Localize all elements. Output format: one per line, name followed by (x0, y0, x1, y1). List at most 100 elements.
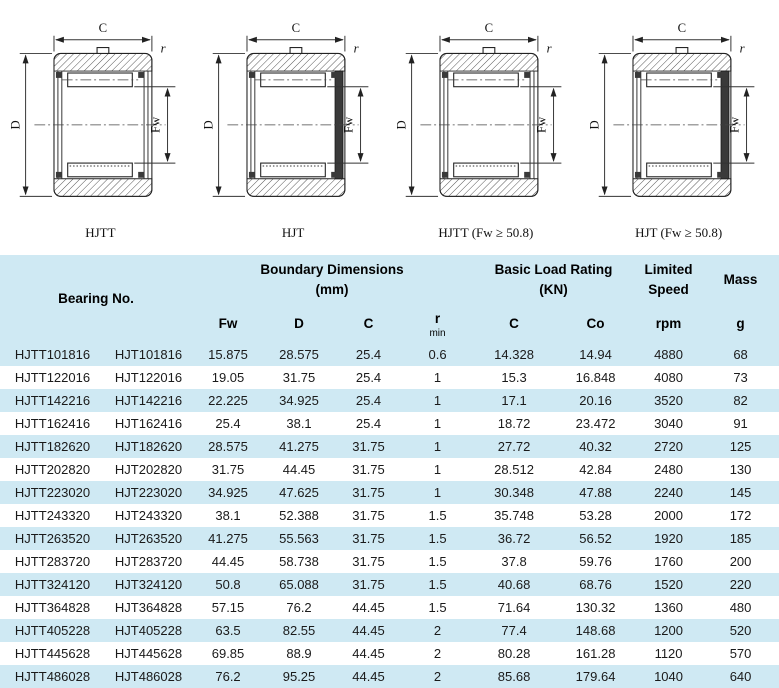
cell-d: 95.25 (264, 665, 335, 688)
bearing-diagram: C r D (582, 16, 775, 241)
diagram-caption: HJT (Fw ≥ 50.8) (635, 225, 723, 240)
cell-hjtt-no: HJTT182620 (0, 435, 105, 458)
cell-c-load: 36.72 (472, 527, 557, 550)
cell-fw: 28.575 (192, 435, 265, 458)
bearing-diagram: C r D (197, 16, 390, 241)
bearing-body (420, 47, 552, 197)
sub-header-d: D (264, 305, 335, 343)
table-row: HJTT202820 HJT202820 31.75 44.45 31.75 1 28.51… (0, 458, 779, 481)
cell-hjtt-no: HJTT202820 (0, 458, 105, 481)
cell-r-min: 1 (403, 435, 473, 458)
cell-c-load: 28.512 (472, 458, 557, 481)
table-row: HJTT122016 HJT122016 19.05 31.75 25.4 1 15.3 16… (0, 366, 779, 389)
dimension-d: D (9, 52, 53, 197)
col-header-boundary-dimensions: Boundary Dimensions (mm) (192, 255, 473, 305)
cell-r-min: 1 (403, 412, 473, 435)
cell-hjtt-no: HJTT243320 (0, 504, 105, 527)
sub-header-co: Co (556, 305, 636, 343)
cell-rpm: 4880 (635, 343, 703, 366)
cell-c-load: 71.64 (472, 596, 557, 619)
cell-rpm: 1200 (635, 619, 703, 642)
cell-c-load: 18.72 (472, 412, 557, 435)
sub-header-r-min: r min (403, 305, 473, 343)
cell-rpm: 1360 (635, 596, 703, 619)
cell-c-load: 27.72 (472, 435, 557, 458)
sub-header-fw: Fw (192, 305, 265, 343)
cell-mass-g: 220 (702, 573, 779, 596)
cell-co: 20.16 (556, 389, 636, 412)
cell-c: 25.4 (334, 389, 404, 412)
table-row: HJTT364828 HJT364828 57.15 76.2 44.45 1.5 71.6… (0, 596, 779, 619)
cell-d: 34.925 (264, 389, 335, 412)
dim-label-r: r (161, 41, 166, 55)
cell-fw: 15.875 (192, 343, 265, 366)
table-body: HJTT101816 HJT101816 15.875 28.575 25.4 0.6 14… (0, 343, 779, 688)
cell-co: 47.88 (556, 481, 636, 504)
cell-fw: 34.925 (192, 481, 265, 504)
table-row: HJTT324120 HJT324120 50.8 65.088 31.75 1.5 40.… (0, 573, 779, 596)
cell-co: 14.94 (556, 343, 636, 366)
cell-c-load: 17.1 (472, 389, 557, 412)
cell-rpm: 3040 (635, 412, 703, 435)
table-row: HJTT486028 HJT486028 76.2 95.25 44.45 2 85.68 1… (0, 665, 779, 688)
cell-c-load: 40.68 (472, 573, 557, 596)
cell-r-min: 1 (403, 366, 473, 389)
bearing-diagram: C r D (4, 16, 197, 241)
bearing-diagram: C r D (390, 16, 583, 241)
bearing-cross-section-drawing: C r D (9, 21, 176, 197)
cell-r-min: 2 (403, 665, 473, 688)
dim-label-c: C (292, 21, 300, 35)
cell-co: 130.32 (556, 596, 636, 619)
sub-header-c-load: C (472, 305, 557, 343)
cell-hjtt-no: HJTT486028 (0, 665, 105, 688)
dimension-c: C (246, 21, 346, 52)
cell-d: 76.2 (264, 596, 335, 619)
cell-mass-g: 130 (702, 458, 779, 481)
cell-fw: 31.75 (192, 458, 265, 481)
cell-c: 25.4 (334, 343, 404, 366)
boundary-dimensions-line2: (mm) (315, 282, 349, 297)
cell-d: 31.75 (264, 366, 335, 389)
cell-c-load: 80.28 (472, 642, 557, 665)
cell-mass-g: 640 (702, 665, 779, 688)
cell-r-min: 0.6 (403, 343, 473, 366)
cell-mass-g: 145 (702, 481, 779, 504)
dim-label-r: r (739, 41, 744, 55)
cell-d: 55.563 (264, 527, 335, 550)
cell-hjt-no: HJT486028 (105, 665, 193, 688)
table-row: HJTT263520 HJT263520 41.275 55.563 31.75 1.5 3… (0, 527, 779, 550)
dim-label-d: D (587, 120, 601, 129)
dim-label-r: r (354, 41, 359, 55)
cell-hjtt-no: HJTT101816 (0, 343, 105, 366)
cell-c-load: 35.748 (472, 504, 557, 527)
cell-c-load: 85.68 (472, 665, 557, 688)
cell-d: 88.9 (264, 642, 335, 665)
cell-hjt-no: HJT223020 (105, 481, 193, 504)
cell-r-min: 2 (403, 642, 473, 665)
cell-r-min: 1.5 (403, 596, 473, 619)
cell-r-min: 1 (403, 389, 473, 412)
dim-label-c: C (99, 21, 107, 35)
limited-speed-line1: Limited (644, 262, 693, 278)
table-row: HJTT101816 HJT101816 15.875 28.575 25.4 0.6 14… (0, 343, 779, 366)
cell-r-min: 1.5 (403, 527, 473, 550)
cell-r-min: 1 (403, 481, 473, 504)
cell-hjtt-no: HJTT445628 (0, 642, 105, 665)
cell-mass-g: 200 (702, 550, 779, 573)
cell-fw: 41.275 (192, 527, 265, 550)
cell-hjtt-no: HJTT223020 (0, 481, 105, 504)
table-row: HJTT223020 HJT223020 34.925 47.625 31.75 1 30.… (0, 481, 779, 504)
cell-c: 44.45 (334, 596, 404, 619)
dim-label-c: C (485, 21, 493, 35)
cell-fw: 76.2 (192, 665, 265, 688)
cell-fw: 25.4 (192, 412, 265, 435)
cell-c-load: 77.4 (472, 619, 557, 642)
cell-c: 31.75 (334, 504, 404, 527)
cell-hjt-no: HJT243320 (105, 504, 193, 527)
cell-d: 47.625 (264, 481, 335, 504)
diagram-caption: HJTT (85, 225, 116, 240)
dimension-d: D (395, 52, 438, 197)
cell-d: 52.388 (264, 504, 335, 527)
cell-c-load: 14.328 (472, 343, 557, 366)
table-row: HJTT162416 HJT162416 25.4 38.1 25.4 1 18.72 23.… (0, 412, 779, 435)
